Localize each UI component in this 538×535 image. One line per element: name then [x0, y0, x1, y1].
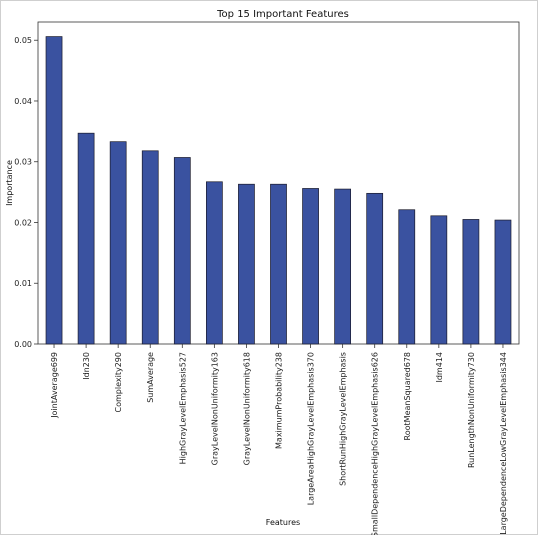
y-tick-label: 0.03 — [14, 158, 32, 167]
bar — [270, 183, 287, 345]
x-tick-label: LargeDependenceLowGrayLevelEmphasis344 — [499, 352, 508, 535]
x-tick-label: Complexity290 — [114, 352, 123, 412]
x-tick-label: RunLengthNonUniformity730 — [467, 352, 476, 468]
x-tick-label: LargeAreaHighGrayLevelEmphasis370 — [307, 352, 316, 505]
y-tick-label: 0.01 — [14, 279, 32, 288]
x-tick-label: Idm414 — [435, 352, 444, 383]
x-tick-label: GrayLevelNonUniformity618 — [242, 352, 251, 465]
y-tick-label: 0.05 — [14, 36, 32, 45]
bar — [109, 141, 127, 345]
x-tick-label: SmallDependenceHighGrayLevelEmphasis626 — [371, 352, 380, 535]
bars — [45, 36, 512, 345]
bar — [45, 36, 63, 345]
y-tick-label: 0.00 — [14, 340, 32, 349]
y-tick-label: 0.02 — [14, 218, 32, 227]
y-axis: 0.00 0.01 0.02 0.03 0.04 0.05 — [14, 36, 38, 349]
bar — [238, 183, 255, 345]
y-tick-label: 0.04 — [14, 97, 32, 106]
bar — [206, 181, 223, 345]
x-axis-label: Features — [266, 518, 300, 527]
x-tick-label: HighGrayLevelEmphasis527 — [178, 352, 187, 464]
bar — [302, 188, 319, 345]
x-tick-label: SumAverage — [146, 352, 155, 403]
x-tick-label: ShortRunHighGrayLevelEmphasis — [339, 352, 348, 486]
bar — [334, 188, 352, 345]
x-tick-label: RootMeanSquared678 — [403, 352, 412, 440]
bar — [173, 157, 191, 345]
x-tick-label: Idn230 — [82, 352, 91, 380]
bar — [366, 192, 384, 345]
x-tick-label: MaximumProbability238 — [275, 352, 284, 449]
bar — [462, 219, 480, 345]
bar — [398, 209, 416, 345]
x-tick-label: GrayLevelNonUniformity163 — [210, 352, 219, 465]
x-tick-label: JointAverage699 — [50, 352, 59, 419]
bar — [430, 215, 448, 345]
x-axis: JointAverage699 Idn230 Complexity290 SumAve… — [50, 344, 508, 535]
bar — [77, 132, 95, 345]
bar — [141, 150, 159, 345]
bar — [494, 219, 512, 345]
y-axis-label: Importance — [5, 160, 14, 206]
chart-title: Top 15 Important Features — [216, 9, 349, 20]
